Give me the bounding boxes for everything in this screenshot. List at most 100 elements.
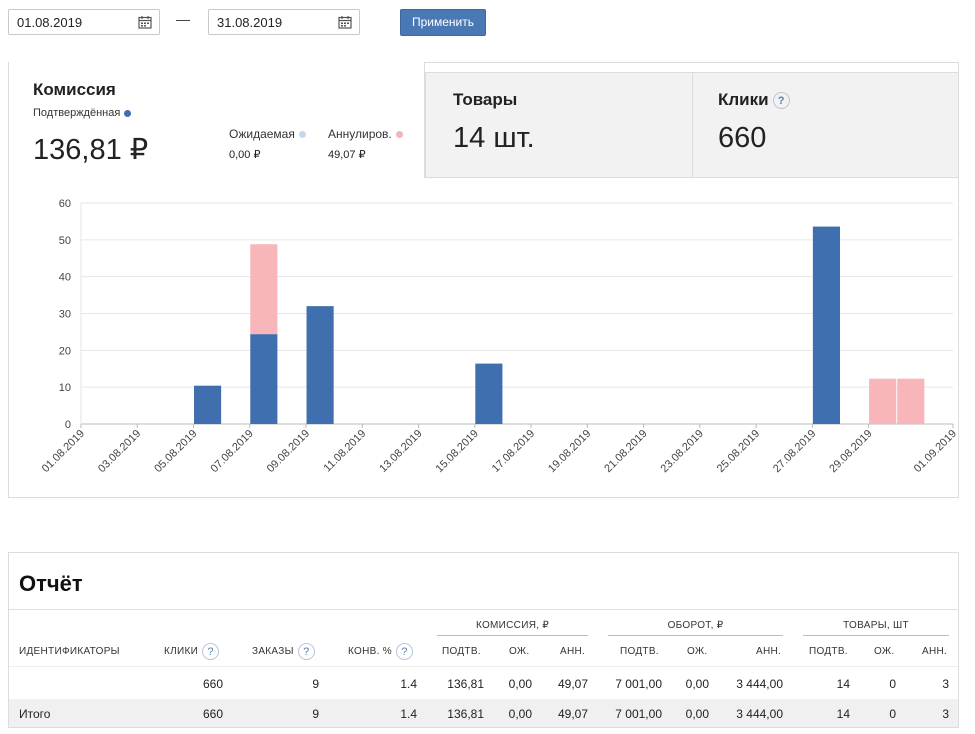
total-commission-confirmed: 136,81 [447,707,484,721]
cell-turnover-cancelled: 3 444,00 [736,677,783,691]
commission-card[interactable]: Комиссия Подтверждённая 136,81 ₽ Ожидаем… [9,62,425,178]
cell-commission-cancelled: 49,07 [557,677,588,691]
x-tick-label: 25.08.2019 [715,428,762,475]
date-from-value: 01.08.2019 [17,15,83,30]
header-clicks[interactable]: КЛИКИ? [164,643,220,660]
cell-goods-pending: 0 [889,677,896,691]
date-from-input[interactable]: 01.08.2019 [8,9,160,35]
pending-label: Ожидаемая [229,127,306,141]
commission-chart: 0 10 20 30 40 50 60 01.08.2019 03.08.2019 05.08.2… [40,198,957,475]
x-tick-label: 09.08.2019 [265,428,312,475]
calendar-icon[interactable] [338,15,352,29]
y-tick-label: 20 [59,345,71,357]
clicks-card[interactable]: Клики? 660 [692,72,959,178]
x-tick-label: 05.08.2019 [152,428,199,475]
clicks-title: Клики? [718,90,790,110]
header-goods-confirmed: ПОДТВ. [809,646,848,657]
header-turnover-cancelled: АНН. [756,646,782,657]
help-icon[interactable]: ? [772,92,790,110]
bar [306,306,334,424]
x-tick-label: 17.08.2019 [490,428,537,475]
cancelled-dot-icon [395,131,403,139]
x-tick-label: 19.08.2019 [546,428,593,475]
total-clicks: 660 [202,707,223,721]
help-icon[interactable]: ? [395,643,413,660]
cell-turnover-pending: 0,00 [685,677,709,691]
header-commission-confirmed: ПОДТВ. [442,646,481,657]
y-tick-label: 40 [59,272,71,284]
stats-panel [8,62,959,498]
total-turnover-pending: 0,00 [685,707,709,721]
header-commission-cancelled: АНН. [560,646,586,657]
x-tick-label: 07.08.2019 [208,428,255,475]
confirmed-value: 136,81 ₽ [33,134,149,166]
bar [897,378,925,424]
help-icon[interactable]: ? [297,643,315,660]
header-commission-pending: ОЖ. [509,646,530,657]
x-tick-label: 13.08.2019 [377,428,424,475]
commission-group-header: КОМИССИЯ, ₽ [475,620,550,631]
help-icon[interactable]: ? [202,643,220,660]
total-goods-cancelled: 3 [942,707,949,721]
goods-card[interactable]: Товары 14 шт. [425,72,693,178]
bar [475,363,503,424]
total-conversion: 1.4 [400,707,417,721]
goods-group-line [803,635,949,636]
goods-value: 14 шт. [453,122,535,154]
cell-clicks: 660 [202,677,223,691]
y-tick-label: 10 [59,382,71,394]
x-tick-label: 01.09.2019 [912,428,957,475]
pending-value: 0,00 ₽ [229,149,261,161]
total-goods-confirmed: 14 [836,707,850,721]
x-tick-label: 15.08.2019 [434,428,481,475]
report-panel [8,552,959,728]
header-conversion[interactable]: КОНВ. %? [348,643,413,660]
bar [250,244,278,335]
header-goods-pending: ОЖ. [874,646,895,657]
commission-title: Комиссия [33,80,116,99]
commission-group-line [437,635,588,636]
goods-title: Товары [453,90,518,109]
header-divider [9,666,958,667]
cell-goods-confirmed: 14 [836,677,850,691]
cancelled-label: Аннулиров. [328,127,403,141]
cell-conversion: 1.4 [400,677,417,691]
report-title: Отчёт [19,571,83,596]
header-identifiers: ИДЕНТИФИКАТОРЫ [19,646,120,657]
bar [194,385,222,424]
calendar-icon[interactable] [138,15,152,29]
header-turnover-pending: ОЖ. [687,646,708,657]
total-turnover-cancelled: 3 444,00 [736,707,783,721]
turnover-group-header: ОБОРОТ, ₽ [667,620,724,631]
x-tick-label: 03.08.2019 [96,428,143,475]
bar [869,378,897,424]
apply-button[interactable]: Применить [400,9,486,36]
bar [812,226,840,424]
total-label: Итого [19,707,51,721]
total-commission-pending: 0,00 [508,707,532,721]
x-tick-label: 01.08.2019 [40,428,87,475]
header-goods-cancelled: АНН. [922,646,948,657]
cell-commission-pending: 0,00 [508,677,532,691]
header-orders[interactable]: ЗАКАЗЫ? [252,643,315,660]
cancelled-value: 49,07 ₽ [328,149,366,161]
date-range-dash [176,20,190,21]
total-goods-pending: 0 [889,707,896,721]
y-tick-label: 30 [59,309,71,321]
confirmed-label: Подтверждённая [33,107,132,119]
bar [250,334,278,424]
clicks-value: 660 [718,122,767,154]
cell-commission-confirmed: 136,81 [447,677,484,691]
x-tick-label: 11.08.2019 [322,428,369,475]
goods-group-header: ТОВАРЫ, ШТ [843,620,909,631]
confirmed-dot-icon [124,109,132,117]
total-orders: 9 [312,707,319,721]
y-tick-label: 50 [59,235,71,247]
table-total-row [9,699,958,727]
report-divider [9,609,958,610]
y-tick-label: 0 [65,419,71,431]
x-tick-label: 21.08.2019 [602,428,649,475]
turnover-group-line [608,635,783,636]
cell-goods-cancelled: 3 [942,677,949,691]
date-to-input[interactable]: 31.08.2019 [208,9,360,35]
